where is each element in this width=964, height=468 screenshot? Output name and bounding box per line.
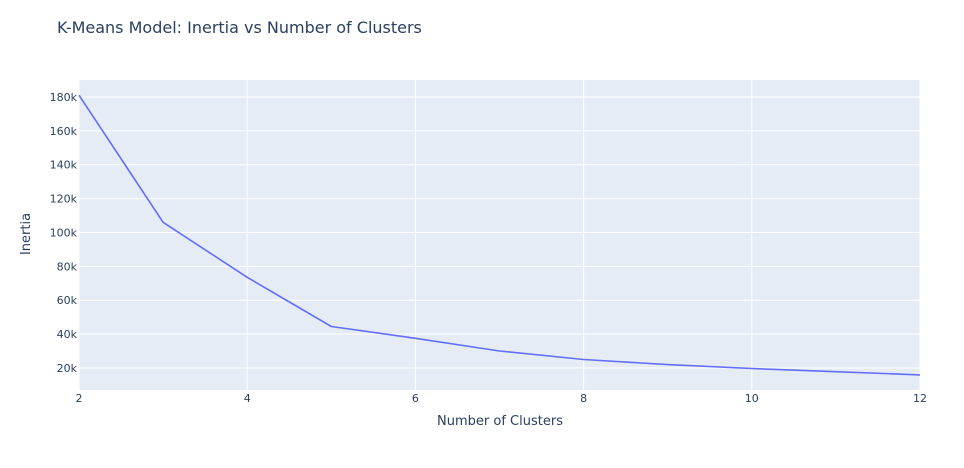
data-point[interactable]: [581, 357, 587, 363]
y-tick-label: 140k: [50, 159, 78, 172]
data-point[interactable]: [244, 274, 250, 280]
x-tick-label: 10: [745, 392, 759, 405]
y-tick-label: 160k: [50, 125, 78, 138]
data-point[interactable]: [917, 372, 923, 378]
data-point[interactable]: [412, 335, 418, 341]
series-line: [78, 94, 921, 376]
y-tick-label: 120k: [50, 193, 78, 206]
x-axis-label: Number of Clusters: [437, 414, 563, 429]
x-tick-label: 8: [580, 392, 587, 405]
x-tick-label: 2: [76, 392, 83, 405]
data-point[interactable]: [833, 369, 839, 375]
data-point[interactable]: [749, 365, 755, 371]
plot-area: [79, 80, 920, 390]
y-gridlines: [79, 96, 920, 369]
y-tick-label: 180k: [50, 91, 78, 104]
data-point[interactable]: [160, 219, 166, 225]
x-tick-label: 6: [412, 392, 419, 405]
data-point[interactable]: [497, 348, 503, 354]
x-gridlines: [78, 80, 921, 390]
y-tick-label: 20k: [57, 362, 78, 375]
x-tick-label: 12: [913, 392, 927, 405]
y-tick-labels: 20k 40k 60k 80k 100k 120k 140k 160k 180k: [50, 91, 78, 375]
chart-title: K-Means Model: Inertia vs Number of Clus…: [57, 18, 422, 37]
y-tick-label: 60k: [57, 294, 78, 307]
y-tick-label: 80k: [57, 260, 78, 273]
x-tick-labels: 2 4 6 8 10 12: [76, 392, 928, 405]
series-layer: [76, 92, 923, 378]
data-point[interactable]: [76, 92, 82, 98]
data-point[interactable]: [328, 323, 334, 329]
data-point[interactable]: [665, 362, 671, 368]
y-axis-label: Inertia: [19, 213, 34, 255]
x-tick-label: 4: [244, 392, 251, 405]
y-tick-label: 100k: [50, 226, 78, 239]
y-tick-label: 40k: [57, 328, 78, 341]
